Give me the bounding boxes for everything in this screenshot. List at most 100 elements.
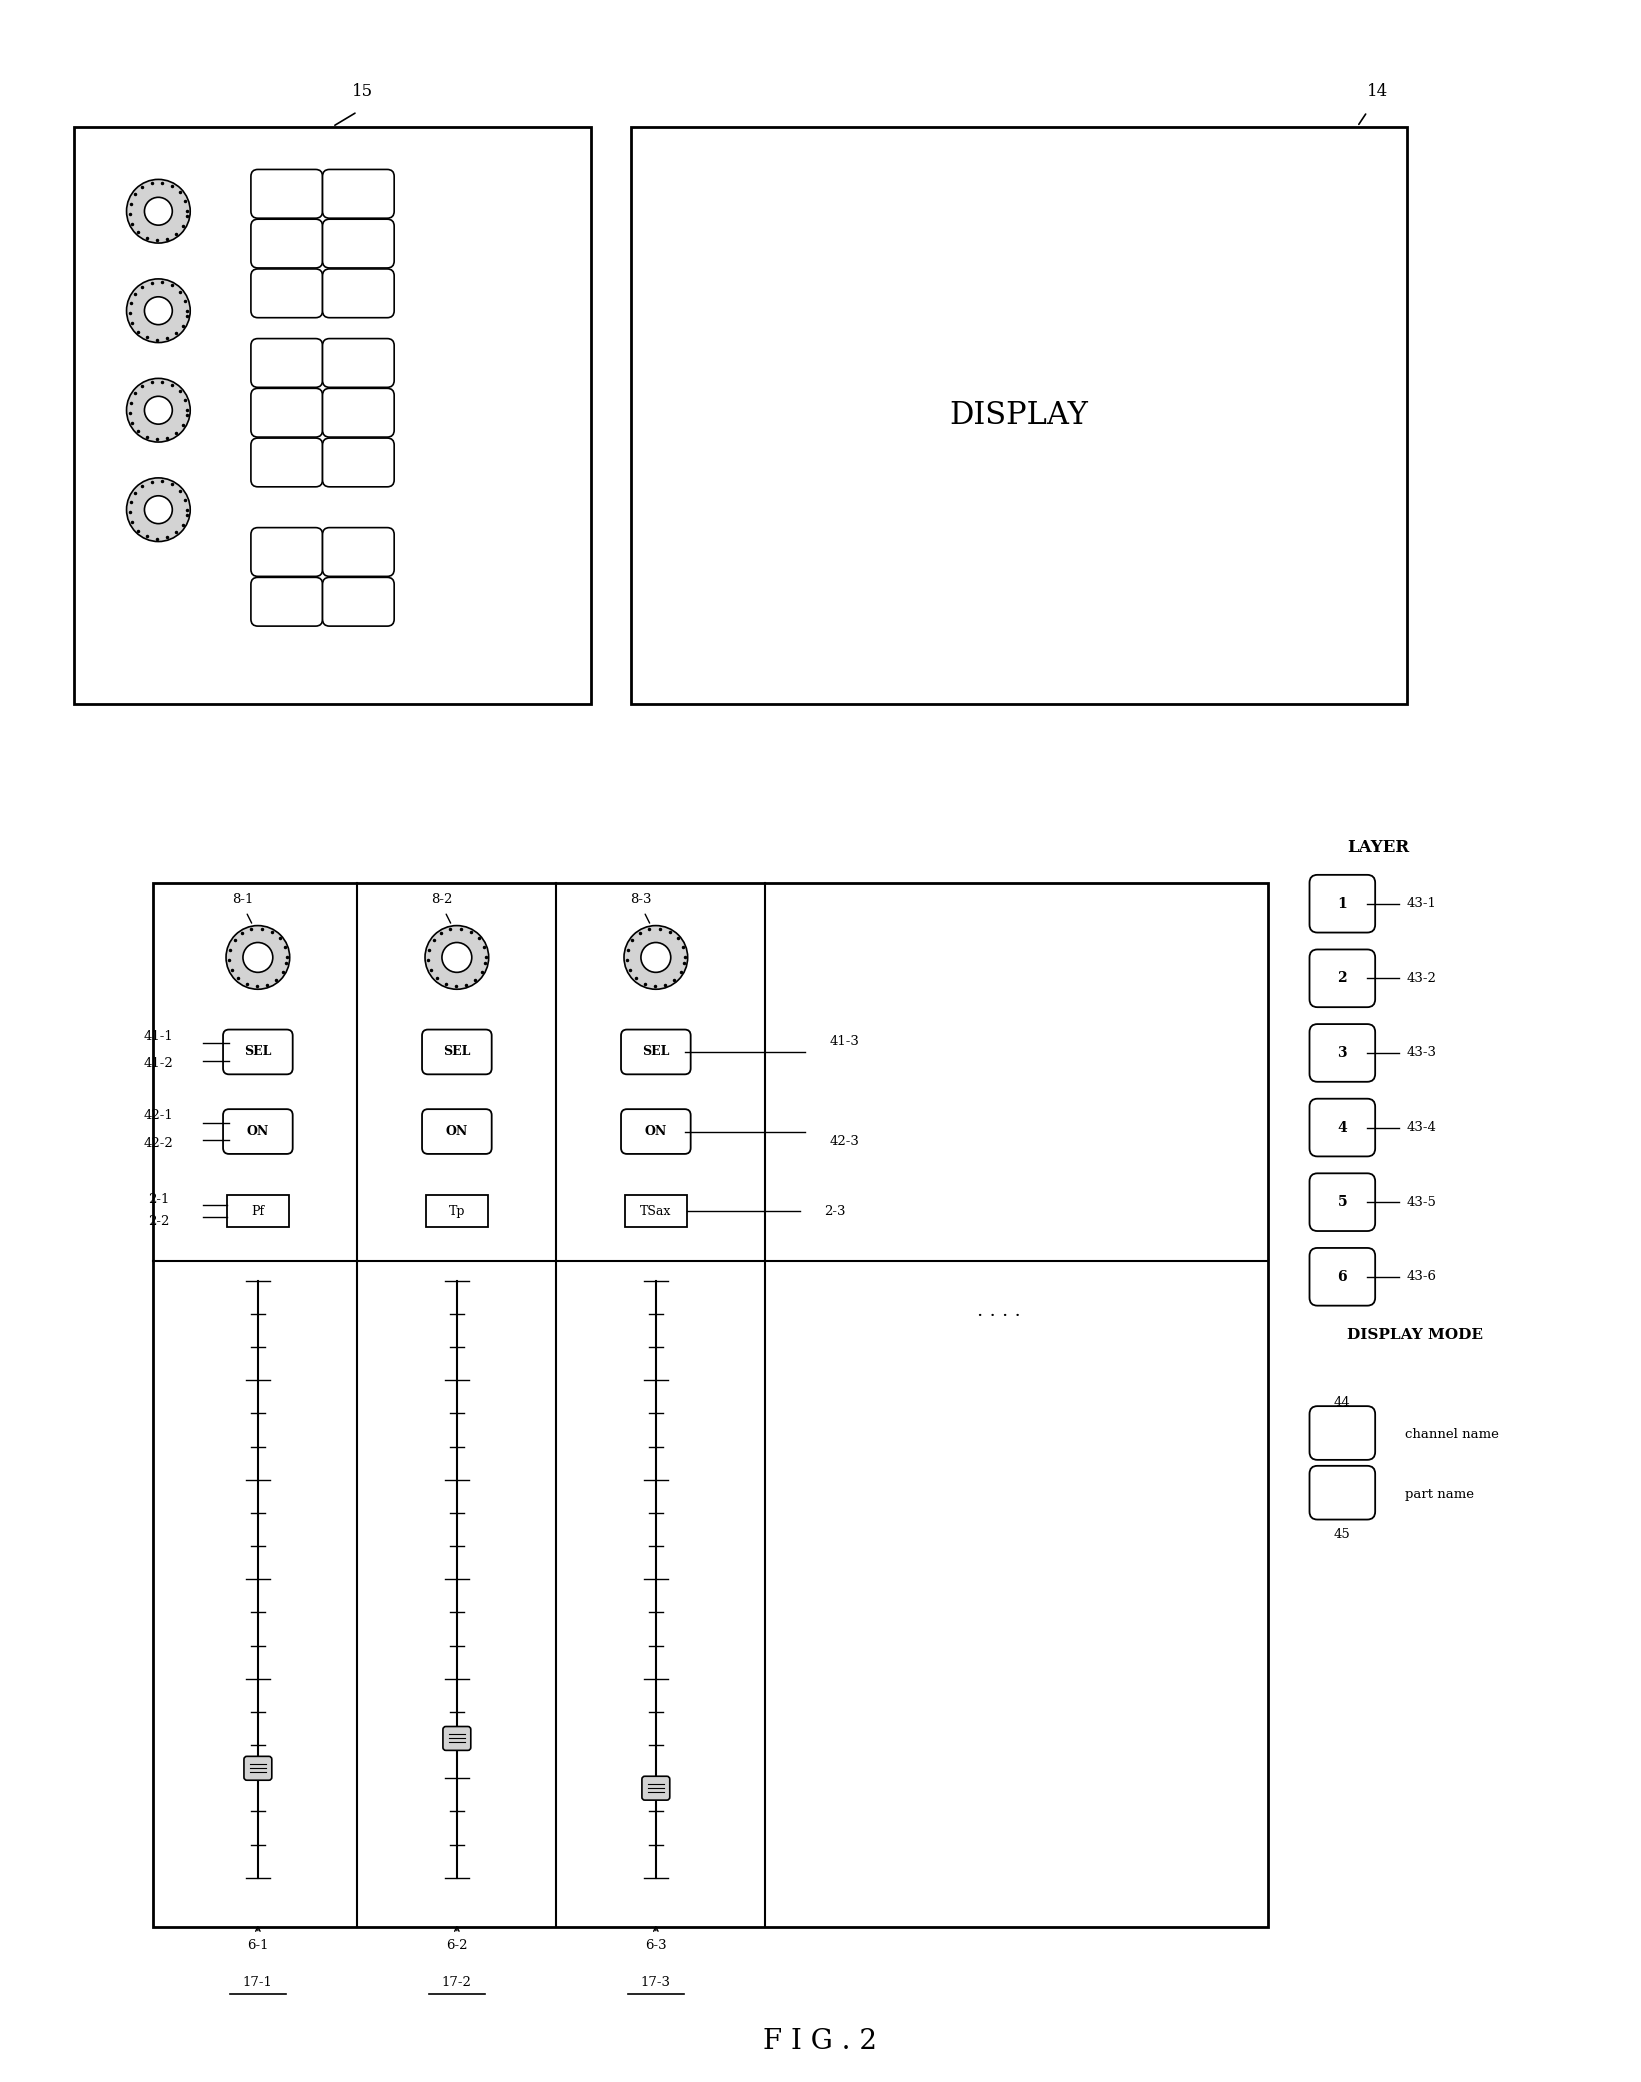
Text: Tp: Tp <box>448 1205 464 1218</box>
FancyBboxPatch shape <box>1310 1405 1375 1459</box>
Text: 6: 6 <box>1337 1270 1347 1285</box>
FancyBboxPatch shape <box>1310 1024 1375 1083</box>
Text: DISPLAY: DISPLAY <box>950 400 1088 431</box>
FancyBboxPatch shape <box>251 339 323 387</box>
Circle shape <box>226 926 290 989</box>
Text: 17-2: 17-2 <box>441 1976 473 1988</box>
Text: 1: 1 <box>1337 897 1347 910</box>
FancyBboxPatch shape <box>323 339 394 387</box>
FancyBboxPatch shape <box>251 269 323 319</box>
Circle shape <box>642 943 671 972</box>
FancyBboxPatch shape <box>323 437 394 487</box>
Text: ON: ON <box>246 1124 269 1139</box>
FancyBboxPatch shape <box>1310 1247 1375 1305</box>
FancyBboxPatch shape <box>1310 949 1375 1008</box>
Text: 8-2: 8-2 <box>432 893 453 906</box>
Text: SEL: SEL <box>443 1045 471 1058</box>
Text: DISPLAY MODE: DISPLAY MODE <box>1347 1328 1483 1343</box>
FancyBboxPatch shape <box>251 169 323 219</box>
Text: . . . .: . . . . <box>976 1301 1021 1320</box>
FancyBboxPatch shape <box>251 389 323 437</box>
FancyBboxPatch shape <box>422 1031 492 1074</box>
Text: 17-1: 17-1 <box>243 1976 272 1988</box>
FancyBboxPatch shape <box>620 1110 691 1153</box>
Bar <box>74 127 591 704</box>
FancyBboxPatch shape <box>323 219 394 269</box>
FancyBboxPatch shape <box>323 527 394 577</box>
FancyBboxPatch shape <box>323 169 394 219</box>
Circle shape <box>126 179 190 244</box>
Text: TSax: TSax <box>640 1205 671 1218</box>
FancyBboxPatch shape <box>223 1031 292 1074</box>
Text: ON: ON <box>446 1124 468 1139</box>
Text: 6-3: 6-3 <box>645 1938 666 1953</box>
Text: 43-3: 43-3 <box>1406 1047 1438 1060</box>
Text: 41-1: 41-1 <box>143 1029 174 1043</box>
Text: 42-3: 42-3 <box>830 1135 860 1147</box>
FancyBboxPatch shape <box>251 527 323 577</box>
FancyBboxPatch shape <box>620 1031 691 1074</box>
FancyBboxPatch shape <box>443 1726 471 1751</box>
Text: 8-3: 8-3 <box>630 893 651 906</box>
Circle shape <box>126 279 190 344</box>
Text: 15: 15 <box>351 83 373 100</box>
Text: 6-2: 6-2 <box>446 1938 468 1953</box>
Text: 2-2: 2-2 <box>148 1214 169 1228</box>
Text: 4: 4 <box>1337 1120 1347 1135</box>
Bar <box>632 127 1406 704</box>
Circle shape <box>144 496 172 525</box>
Text: 17-3: 17-3 <box>642 1976 671 1988</box>
Circle shape <box>126 479 190 541</box>
FancyBboxPatch shape <box>323 389 394 437</box>
FancyBboxPatch shape <box>642 1776 670 1801</box>
Circle shape <box>624 926 688 989</box>
Text: 41-3: 41-3 <box>830 1035 860 1049</box>
Bar <box>625 1195 686 1226</box>
Text: 43-6: 43-6 <box>1406 1270 1438 1283</box>
Bar <box>226 1195 289 1226</box>
Text: 42-2: 42-2 <box>143 1137 174 1149</box>
Circle shape <box>126 379 190 441</box>
Text: 2: 2 <box>1337 972 1347 985</box>
Bar <box>153 883 1268 1928</box>
Circle shape <box>144 298 172 325</box>
FancyBboxPatch shape <box>323 577 394 627</box>
FancyBboxPatch shape <box>1310 1099 1375 1156</box>
Text: 43-2: 43-2 <box>1406 972 1438 985</box>
Circle shape <box>425 926 489 989</box>
Text: Pf: Pf <box>251 1205 264 1218</box>
Text: 6-1: 6-1 <box>248 1938 269 1953</box>
FancyBboxPatch shape <box>1310 874 1375 933</box>
Text: 8-1: 8-1 <box>233 893 254 906</box>
Text: SEL: SEL <box>245 1045 271 1058</box>
FancyBboxPatch shape <box>245 1757 272 1780</box>
FancyBboxPatch shape <box>251 577 323 627</box>
Circle shape <box>441 943 471 972</box>
Text: part name: part name <box>1405 1489 1474 1501</box>
Text: 3: 3 <box>1337 1045 1347 1060</box>
Circle shape <box>243 943 272 972</box>
FancyBboxPatch shape <box>1310 1466 1375 1520</box>
FancyBboxPatch shape <box>251 219 323 269</box>
Circle shape <box>144 198 172 225</box>
Circle shape <box>144 396 172 425</box>
Text: 44: 44 <box>1334 1395 1351 1410</box>
Text: SEL: SEL <box>642 1045 670 1058</box>
Text: 41-2: 41-2 <box>143 1058 174 1070</box>
FancyBboxPatch shape <box>1310 1174 1375 1230</box>
Text: 43-4: 43-4 <box>1406 1120 1438 1135</box>
Text: 43-5: 43-5 <box>1406 1195 1438 1210</box>
FancyBboxPatch shape <box>251 437 323 487</box>
Text: 45: 45 <box>1334 1528 1351 1541</box>
Text: 14: 14 <box>1367 83 1388 100</box>
FancyBboxPatch shape <box>422 1110 492 1153</box>
FancyBboxPatch shape <box>223 1110 292 1153</box>
Text: 5: 5 <box>1337 1195 1347 1210</box>
Text: 42-1: 42-1 <box>143 1110 174 1122</box>
FancyBboxPatch shape <box>323 269 394 319</box>
Bar <box>427 1195 487 1226</box>
Text: LAYER: LAYER <box>1347 839 1410 856</box>
Text: channel name: channel name <box>1405 1428 1498 1441</box>
Text: 2-3: 2-3 <box>824 1205 845 1218</box>
Text: F I G . 2: F I G . 2 <box>763 2028 876 2055</box>
